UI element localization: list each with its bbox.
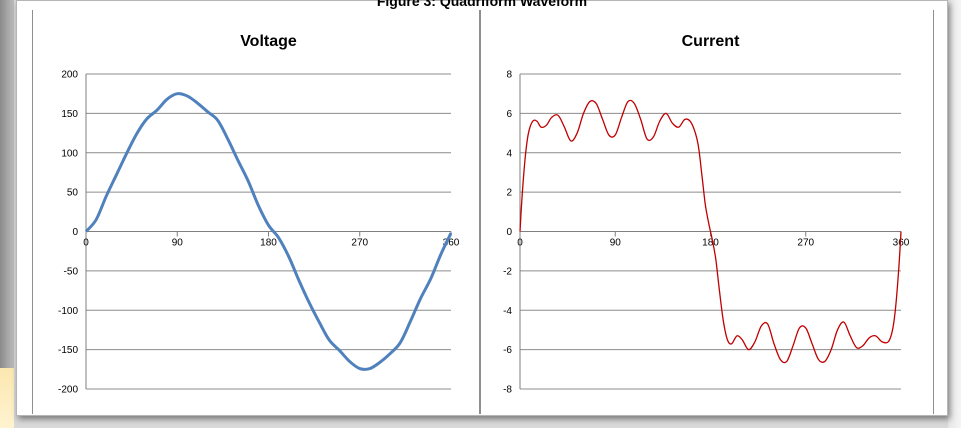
voltage-x-tick-label: 90 — [172, 238, 184, 249]
voltage-y-tick-label: 0 — [72, 227, 78, 238]
current-y-tick-label: 0 — [506, 227, 512, 238]
current-y-tick-label: -8 — [503, 385, 512, 396]
voltage-y-tick-label: 200 — [61, 70, 78, 81]
current-y-tick-label: 6 — [506, 109, 512, 120]
figure-title: Figure 3: Quadriform Waveform — [376, 0, 588, 9]
voltage-y-tick-label: 100 — [61, 148, 78, 159]
voltage-x-tick-label: 0 — [83, 238, 89, 249]
current-x-tick-label: 180 — [702, 238, 719, 249]
voltage-x-tick-label: 180 — [260, 238, 277, 249]
voltage-y-tick-label: 150 — [61, 109, 78, 120]
current-y-tick-label: -4 — [503, 306, 512, 317]
current-x-tick-label: 270 — [797, 238, 814, 249]
voltage-chart: Voltage 200 150 100 50 0 -50 -100 -150 -200 0 90 180… — [58, 33, 460, 396]
voltage-y-tick-label: -150 — [58, 345, 78, 356]
voltage-y-tick-label: -50 — [64, 266, 79, 277]
window-edge-accent — [0, 368, 14, 428]
voltage-x-tick-label: 360 — [443, 238, 460, 249]
voltage-y-tick-label: 50 — [67, 188, 79, 199]
current-chart-title: Current — [682, 33, 740, 50]
current-y-tick-label: -2 — [503, 266, 512, 277]
voltage-series-line — [84, 92, 453, 371]
voltage-y-tick-label: -200 — [58, 385, 78, 396]
voltage-chart-title: Voltage — [240, 33, 297, 50]
voltage-chart-panel: Voltage 200 150 100 50 0 -50 -100 -150 -200 0 90 180… — [32, 10, 480, 414]
window-edge-left — [0, 0, 14, 428]
voltage-y-tick-label: -100 — [58, 306, 78, 317]
current-y-tick-label: -6 — [503, 345, 512, 356]
window-edge-right — [948, 0, 961, 428]
voltage-x-tick-label: 270 — [351, 238, 368, 249]
current-series-line — [519, 99, 902, 364]
current-x-tick-label: 90 — [610, 238, 622, 249]
current-chart-panel: Current 8 6 4 2 0 -2 -4 -6 -8 0 90 180 270 360 — [480, 10, 934, 414]
current-x-tick-label: 0 — [517, 238, 523, 249]
current-y-tick-label: 4 — [506, 148, 512, 159]
current-y-tick-label: 8 — [506, 70, 512, 81]
current-y-tick-label: 2 — [506, 188, 512, 199]
current-x-tick-label: 360 — [893, 238, 910, 249]
current-chart: Current 8 6 4 2 0 -2 -4 -6 -8 0 90 180 270 360 — [503, 33, 910, 396]
